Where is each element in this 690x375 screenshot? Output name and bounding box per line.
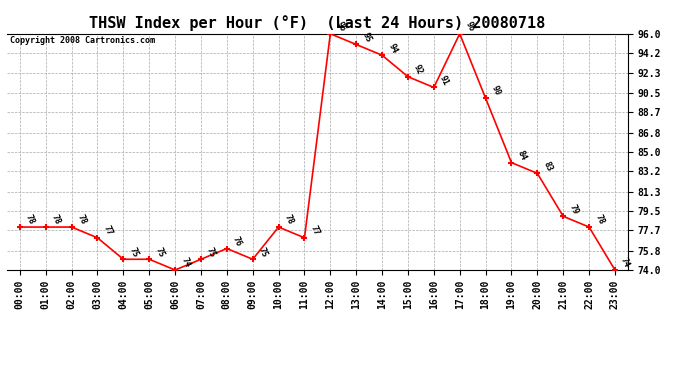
Text: 75: 75 [205,246,217,258]
Text: 77: 77 [101,224,114,237]
Text: 95: 95 [360,31,373,44]
Text: 77: 77 [308,224,321,237]
Text: 78: 78 [24,213,37,226]
Text: 96: 96 [464,20,476,33]
Text: 94: 94 [386,42,399,54]
Text: 75: 75 [153,246,166,258]
Text: 83: 83 [542,160,554,172]
Text: 90: 90 [490,84,502,98]
Text: 76: 76 [231,235,244,248]
Text: 78: 78 [50,213,62,226]
Text: 92: 92 [412,63,424,76]
Text: 79: 79 [567,202,580,216]
Title: THSW Index per Hour (°F)  (Last 24 Hours) 20080718: THSW Index per Hour (°F) (Last 24 Hours)… [89,15,546,31]
Text: 96: 96 [335,20,347,33]
Text: 78: 78 [283,213,295,226]
Text: 75: 75 [128,246,140,258]
Text: 78: 78 [76,213,88,226]
Text: 78: 78 [593,213,606,226]
Text: 75: 75 [257,246,269,258]
Text: Copyright 2008 Cartronics.com: Copyright 2008 Cartronics.com [10,36,155,45]
Text: 74: 74 [179,256,192,269]
Text: 91: 91 [438,74,451,87]
Text: 84: 84 [515,149,528,162]
Text: 74: 74 [619,256,631,269]
